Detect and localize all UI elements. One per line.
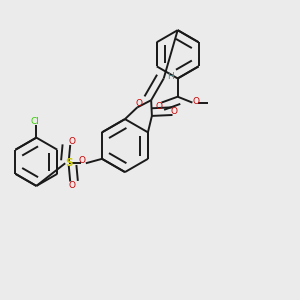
Text: O: O (192, 97, 200, 106)
Text: O: O (156, 102, 163, 111)
Text: O: O (170, 107, 177, 116)
Text: H: H (167, 72, 173, 81)
Text: O: O (135, 99, 142, 108)
Text: O: O (68, 137, 75, 146)
Text: S: S (65, 158, 73, 168)
Text: O: O (68, 181, 75, 190)
Text: O: O (79, 156, 86, 165)
Text: Cl: Cl (31, 117, 39, 126)
